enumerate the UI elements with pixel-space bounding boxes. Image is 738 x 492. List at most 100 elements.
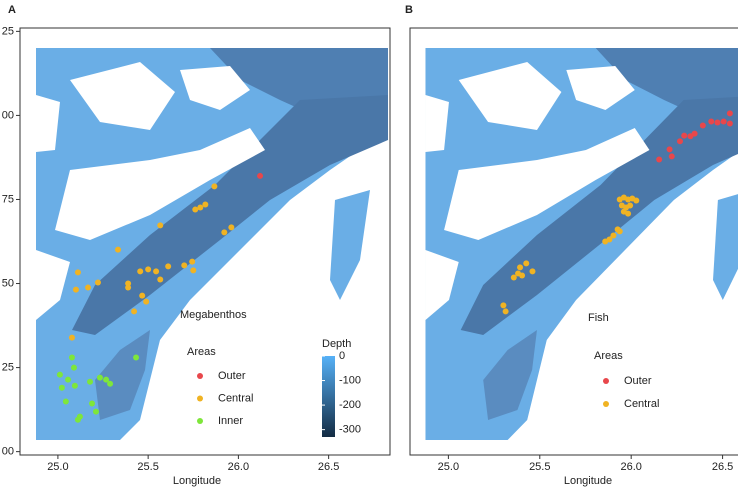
panel-border (409, 27, 738, 456)
annotation: Megabenthos (180, 309, 247, 321)
point (56, 371, 63, 378)
y-tick-label: 00 (2, 446, 14, 458)
point (633, 197, 640, 204)
legend-swatch (603, 401, 609, 407)
point (197, 204, 204, 211)
y-tick-label: 25 (2, 361, 14, 373)
point (94, 279, 101, 286)
annotation: Fish (588, 312, 609, 324)
x-tick-label: 25.0 (438, 461, 459, 473)
point (666, 146, 673, 153)
point (602, 238, 609, 245)
point (202, 201, 209, 208)
point (190, 267, 197, 274)
point (131, 308, 138, 315)
point (656, 156, 663, 163)
point (68, 354, 75, 361)
y-tick-label: 75 (2, 193, 14, 205)
point (676, 138, 683, 145)
legend-label: Central (218, 392, 253, 404)
legend-label: Outer (218, 370, 246, 382)
point (699, 122, 706, 129)
panel-border (19, 27, 391, 456)
point (610, 232, 617, 239)
basemap-b (425, 48, 738, 440)
point (519, 272, 526, 279)
x-tick-label: 25.5 (529, 461, 550, 473)
point (103, 376, 110, 383)
point (691, 130, 698, 137)
colorbar-title: Depth (322, 338, 351, 350)
point (85, 284, 92, 291)
colorbar (322, 356, 335, 437)
point (62, 398, 69, 405)
point (87, 378, 94, 385)
point (523, 260, 530, 267)
point (616, 228, 623, 235)
legend-swatch (197, 418, 203, 424)
point (189, 258, 196, 265)
point (726, 120, 733, 127)
point (92, 408, 99, 415)
legend-swatch (603, 378, 609, 384)
point (58, 384, 65, 391)
legend-label: Inner (218, 415, 243, 427)
point (681, 132, 688, 139)
point (625, 210, 632, 217)
point (65, 376, 72, 383)
panel-label: A (8, 4, 16, 16)
point (157, 276, 164, 283)
point (71, 382, 78, 389)
point (192, 206, 199, 213)
point (115, 246, 122, 253)
point (74, 416, 81, 423)
point (137, 268, 144, 275)
x-tick-label: 26.5 (318, 461, 339, 473)
point (74, 269, 81, 276)
x-axis-label: Longitude (564, 475, 612, 487)
y-tick-label: 25 (2, 25, 14, 37)
point (720, 118, 727, 125)
point (70, 364, 77, 371)
x-tick-label: 26.0 (228, 461, 249, 473)
legend-swatch (197, 373, 203, 379)
point (228, 224, 235, 231)
point (165, 263, 172, 270)
point (153, 268, 160, 275)
point (133, 354, 140, 361)
legend-label: Outer (624, 375, 652, 387)
point (510, 274, 517, 281)
x-tick-label: 26.0 (620, 461, 641, 473)
legend-label: Central (624, 398, 659, 410)
colorbar-tick-label: -300 (339, 424, 361, 436)
point (726, 110, 733, 117)
legend-swatch (197, 395, 203, 402)
point (708, 118, 715, 125)
point (181, 262, 188, 269)
x-tick-label: 25.5 (137, 461, 158, 473)
point (107, 380, 114, 387)
point (89, 400, 96, 407)
x-axis-label: Longitude (173, 475, 221, 487)
point (145, 266, 152, 273)
point (517, 264, 524, 271)
colorbar-tick-label: -200 (339, 399, 361, 411)
point (529, 268, 536, 275)
point (502, 308, 509, 315)
colorbar-tick-label: -100 (339, 374, 361, 386)
point (157, 222, 164, 229)
y-tick-label: 50 (2, 277, 14, 289)
point (139, 292, 146, 299)
point (714, 119, 721, 126)
point (627, 202, 634, 209)
point (72, 286, 79, 293)
panel-label: B (405, 4, 413, 16)
point (668, 153, 675, 160)
x-tick-label: 25.0 (47, 461, 68, 473)
point (143, 298, 150, 305)
x-tick-label: 26.5 (712, 461, 733, 473)
point (211, 183, 218, 190)
legend-title: Areas (187, 346, 216, 358)
point (500, 302, 507, 309)
